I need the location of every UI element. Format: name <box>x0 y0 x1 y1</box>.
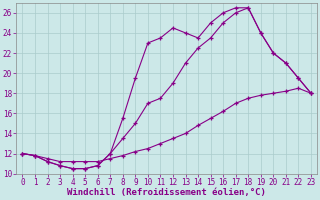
X-axis label: Windchill (Refroidissement éolien,°C): Windchill (Refroidissement éolien,°C) <box>67 188 266 197</box>
